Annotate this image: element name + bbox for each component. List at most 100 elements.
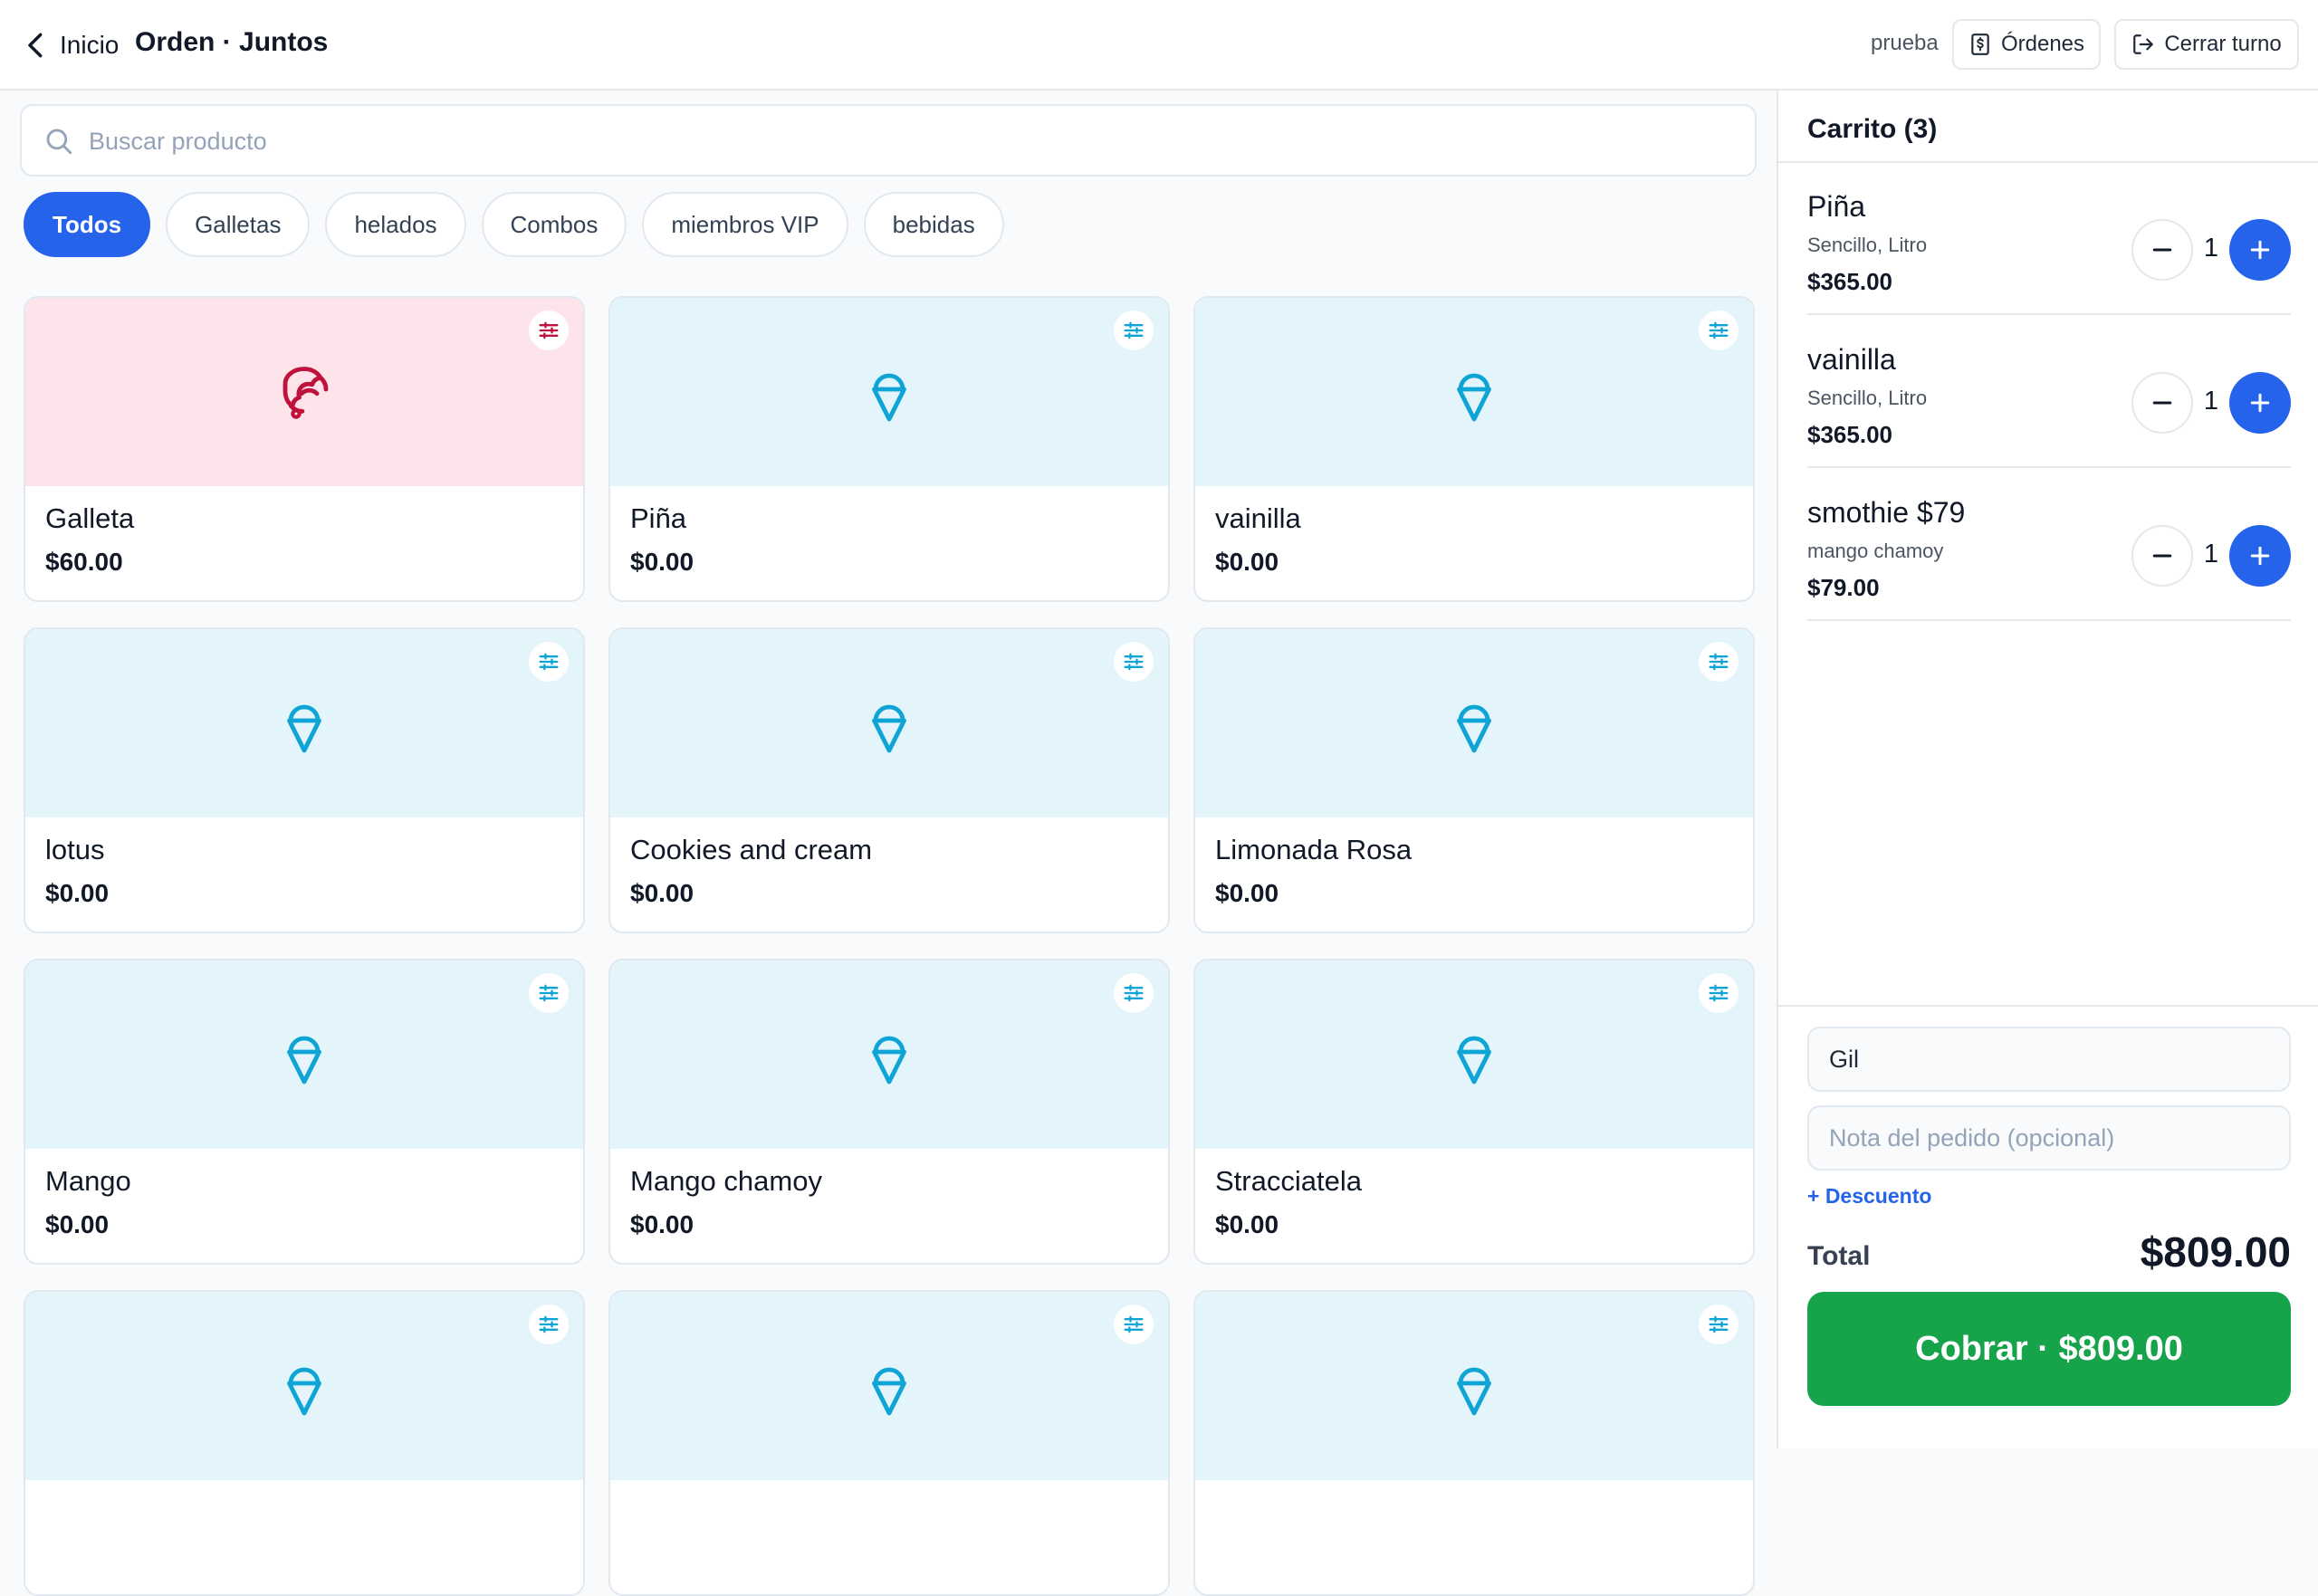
orders-label: Órdenes — [2000, 32, 2085, 56]
croissant-icon — [283, 367, 329, 419]
search-icon — [46, 129, 72, 155]
product-card[interactable]: Galleta $60.00 — [24, 296, 585, 602]
orders-button[interactable]: Órdenes — [1952, 19, 2101, 70]
product-options-button[interactable] — [1699, 642, 1738, 682]
product-options-button[interactable] — [1699, 973, 1738, 1013]
search-input[interactable] — [89, 119, 1737, 164]
order-note-field[interactable] — [1807, 1105, 2291, 1171]
product-card[interactable]: Limonada Rosa $0.00 — [1193, 627, 1755, 933]
product-options-button[interactable] — [529, 973, 569, 1013]
product-image — [25, 960, 583, 1149]
cart-item: Piña Sencillo, Litro $365.00 1 — [1807, 163, 2291, 315]
decrease-quantity-button[interactable] — [2131, 219, 2193, 281]
product-options-button[interactable] — [529, 642, 569, 682]
sliders-icon — [539, 653, 559, 671]
top-bar: Inicio Orden · Juntos prueba Órdenes Cer… — [0, 0, 2318, 91]
receipt-dollar-icon — [1971, 33, 1989, 55]
category-chip[interactable]: Galletas — [166, 192, 311, 257]
plus-icon — [2250, 240, 2270, 260]
product-options-button[interactable] — [1114, 973, 1154, 1013]
product-card[interactable] — [1193, 1290, 1755, 1596]
cart-item: vainilla Sencillo, Litro $365.00 1 — [1807, 316, 2291, 468]
plus-icon — [2250, 393, 2270, 413]
product-grid: Galleta $60.00 Piña $0.00 vainilla $0.00 lotus… — [24, 296, 1755, 1596]
cart-item-variant: mango chamoy — [1807, 540, 1944, 562]
cart-title: Carrito (3) — [1807, 114, 1938, 144]
product-image — [610, 1292, 1168, 1480]
product-name: Limonada Rosa — [1215, 834, 1413, 865]
chevron-left-icon — [28, 33, 43, 58]
product-image — [610, 629, 1168, 817]
category-chip[interactable]: miembros VIP — [642, 192, 848, 257]
product-name: Mango chamoy — [630, 1165, 822, 1197]
sliders-icon — [1124, 1315, 1144, 1333]
category-chip[interactable]: bebidas — [863, 192, 1004, 257]
cart-item-name: smothie $79 — [1807, 496, 1966, 529]
product-options-button[interactable] — [1114, 642, 1154, 682]
ice-cream-icon — [287, 1036, 321, 1085]
ice-cream-icon — [287, 704, 321, 753]
plus-icon — [2250, 546, 2270, 566]
product-price: $0.00 — [45, 879, 110, 907]
increase-quantity-button[interactable] — [2229, 372, 2291, 434]
product-name: lotus — [45, 834, 105, 865]
product-search — [20, 104, 1757, 177]
ice-cream-icon — [1457, 373, 1491, 422]
customer-name-field[interactable] — [1807, 1027, 2291, 1092]
product-card[interactable] — [24, 1290, 585, 1596]
cart-item: smothie $79 mango chamoy $79.00 1 — [1807, 469, 2291, 621]
product-image — [25, 629, 583, 817]
close-shift-button[interactable]: Cerrar turno — [2114, 19, 2299, 70]
cart-item-quantity: 1 — [2203, 387, 2219, 416]
category-chip[interactable]: Combos — [481, 192, 627, 257]
sliders-icon — [1124, 984, 1144, 1002]
product-card[interactable]: Stracciatela $0.00 — [1193, 959, 1755, 1265]
product-options-button[interactable] — [1699, 311, 1738, 350]
product-image — [1195, 298, 1753, 486]
product-options-button[interactable] — [1114, 311, 1154, 350]
sliders-icon — [1124, 321, 1144, 339]
category-filter: Todos Galletas helados Combos miembros VIP be… — [24, 192, 1004, 257]
back-button[interactable]: Inicio — [24, 25, 119, 65]
product-price: $60.00 — [45, 548, 123, 576]
product-card[interactable]: vainilla $0.00 — [1193, 296, 1755, 602]
total-label: Total — [1807, 1241, 1871, 1271]
page-title: Orden · Juntos — [135, 27, 329, 57]
user-name: prueba — [1871, 31, 1939, 55]
product-name: Mango — [45, 1165, 131, 1197]
product-card[interactable]: Piña $0.00 — [608, 296, 1170, 602]
category-chip[interactable]: Todos — [24, 192, 151, 257]
decrease-quantity-button[interactable] — [2131, 525, 2193, 587]
cart-item-quantity: 1 — [2203, 540, 2219, 569]
cart-item-name: Piña — [1807, 190, 1866, 223]
sliders-icon — [539, 1315, 559, 1333]
ice-cream-icon — [287, 1367, 321, 1416]
product-card[interactable]: Mango $0.00 — [24, 959, 585, 1265]
product-options-button[interactable] — [1114, 1305, 1154, 1344]
product-card[interactable] — [608, 1290, 1170, 1596]
product-price: $0.00 — [630, 879, 694, 907]
product-card[interactable]: Mango chamoy $0.00 — [608, 959, 1170, 1265]
product-options-button[interactable] — [529, 311, 569, 350]
cart-panel: Carrito (3) Piña Sencillo, Litro $365.00 1 v… — [1777, 91, 2318, 1448]
product-image — [1195, 629, 1753, 817]
add-discount-link[interactable]: + Descuento — [1807, 1184, 1932, 1208]
minus-icon — [2152, 248, 2172, 252]
product-card[interactable]: lotus $0.00 — [24, 627, 585, 933]
product-price: $0.00 — [45, 1210, 110, 1238]
increase-quantity-button[interactable] — [2229, 219, 2291, 281]
category-chip[interactable]: helados — [325, 192, 466, 257]
sliders-icon — [1124, 653, 1144, 671]
cart-item-variant: Sencillo, Litro — [1807, 234, 1928, 256]
product-price: $0.00 — [1215, 1210, 1279, 1238]
product-options-button[interactable] — [529, 1305, 569, 1344]
product-options-button[interactable] — [1699, 1305, 1738, 1344]
ice-cream-icon — [1457, 1367, 1491, 1416]
product-card[interactable]: Cookies and cream $0.00 — [608, 627, 1170, 933]
ice-cream-icon — [1457, 1036, 1491, 1085]
cart-item-price: $365.00 — [1807, 421, 1892, 448]
pay-button[interactable]: Cobrar · $809.00 — [1807, 1292, 2291, 1406]
product-image — [25, 1292, 583, 1480]
decrease-quantity-button[interactable] — [2131, 372, 2193, 434]
increase-quantity-button[interactable] — [2229, 525, 2291, 587]
